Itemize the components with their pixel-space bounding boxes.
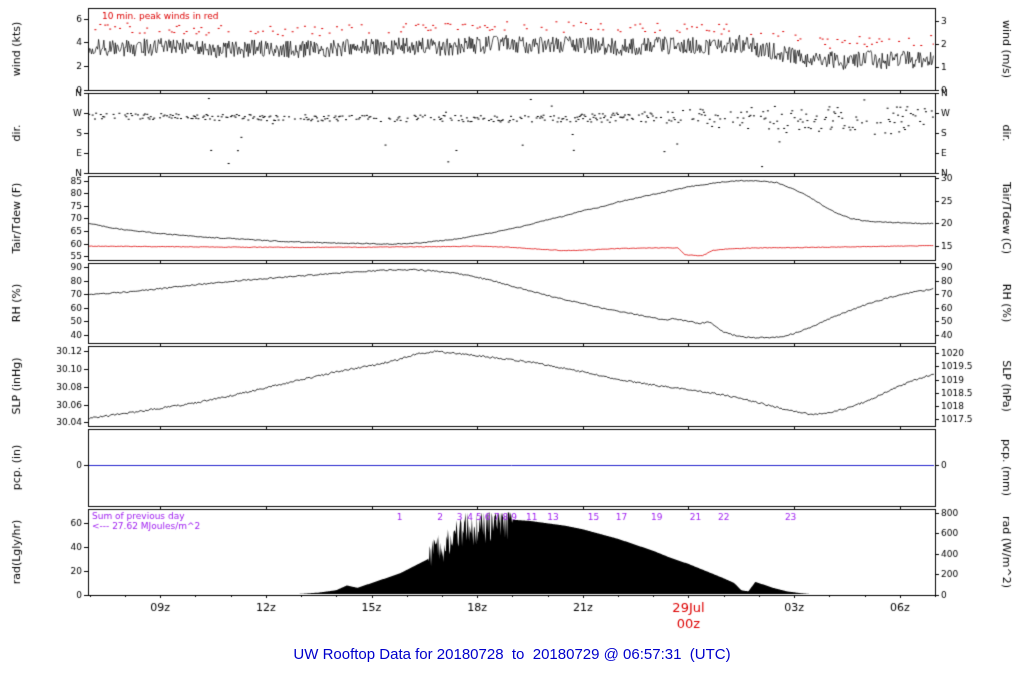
- chart-title: UW Rooftop Data for 20180728 to 20180729…: [293, 646, 731, 663]
